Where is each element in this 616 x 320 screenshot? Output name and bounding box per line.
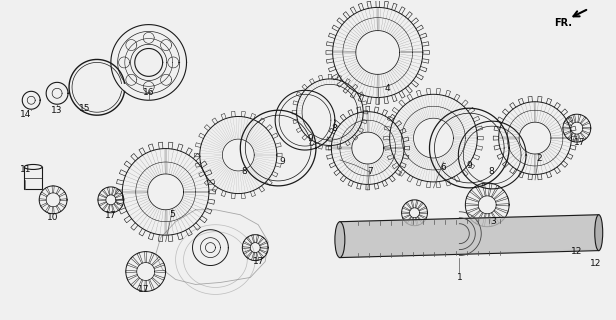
Text: 12: 12 [590,259,601,268]
Text: 12: 12 [571,247,583,256]
Text: 2: 2 [536,154,542,163]
Text: 9: 9 [279,157,285,166]
Text: FR.: FR. [554,18,572,28]
Text: 3: 3 [490,217,496,226]
Ellipse shape [335,222,345,258]
Text: 9: 9 [466,162,472,171]
Text: 4: 4 [385,84,391,93]
Text: 17: 17 [105,211,116,220]
Text: 10: 10 [47,213,59,222]
Ellipse shape [595,215,602,251]
Text: 14: 14 [20,110,31,119]
Text: 7: 7 [367,167,373,176]
Text: 1: 1 [456,273,462,282]
Text: 13: 13 [51,106,63,115]
Polygon shape [340,215,599,258]
Text: 11: 11 [20,165,31,174]
Text: 17: 17 [253,257,264,266]
Ellipse shape [24,164,42,170]
Text: 16: 16 [143,88,155,97]
Text: 8: 8 [241,167,247,176]
Text: 8: 8 [331,124,337,132]
Text: 9: 9 [307,133,313,143]
Bar [24,167,42,189]
Text: 17: 17 [138,285,150,294]
Text: 5: 5 [170,210,176,219]
Text: 15: 15 [79,104,91,113]
Text: 6: 6 [440,164,446,172]
Text: 8: 8 [488,167,494,176]
Text: 17: 17 [574,138,586,147]
